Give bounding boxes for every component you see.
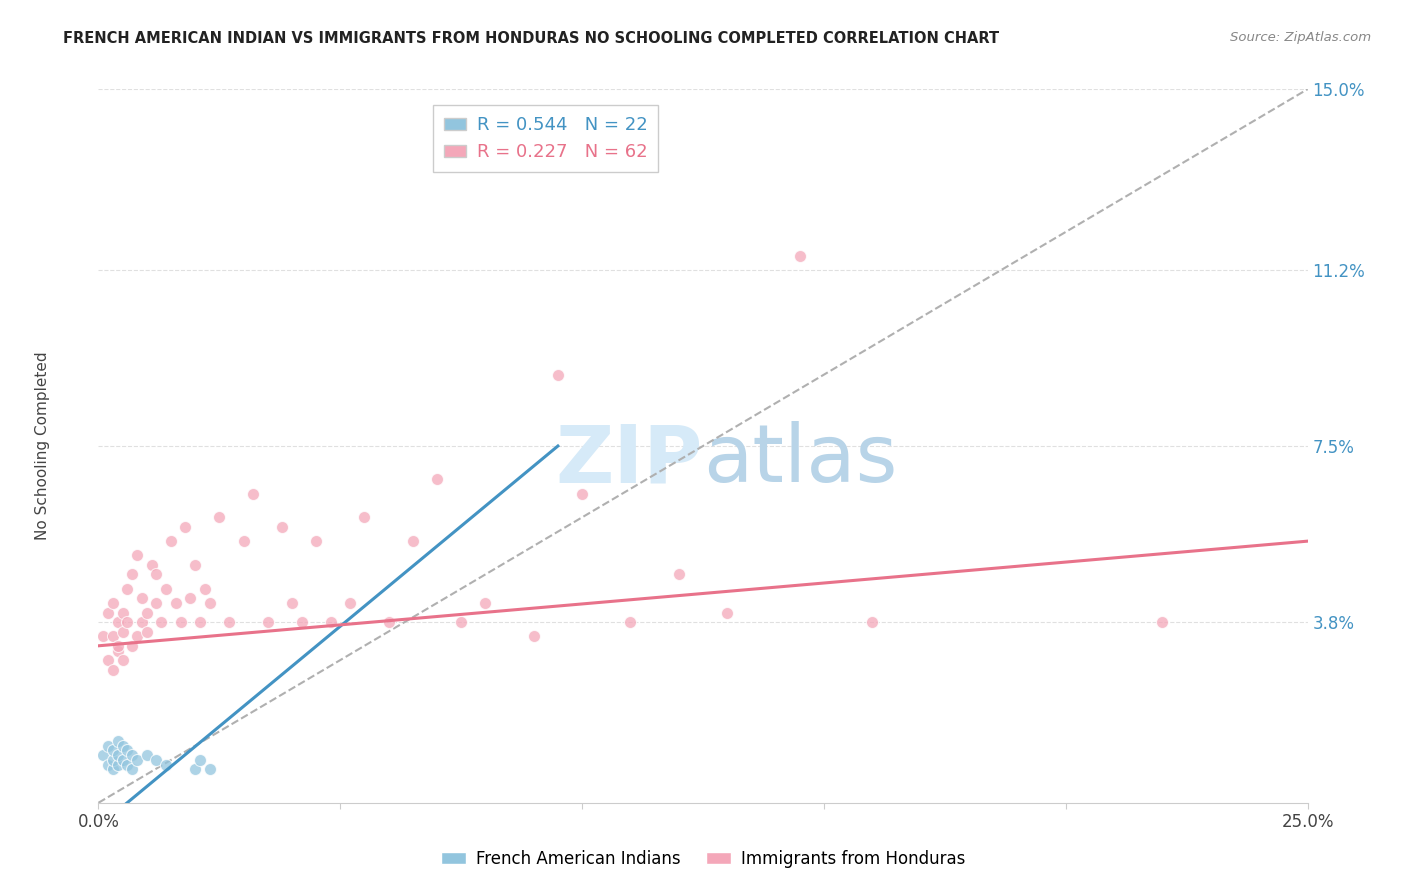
Point [716, 606, 738, 620]
Point [145, 567, 167, 582]
Point [169, 615, 191, 629]
Point [111, 753, 134, 767]
Point [377, 615, 399, 629]
Point [150, 615, 173, 629]
Point [860, 615, 883, 629]
Point [127, 549, 149, 563]
Point [218, 615, 240, 629]
Point [107, 748, 129, 763]
Text: atlas: atlas [703, 421, 897, 500]
Point [271, 520, 294, 534]
Point [155, 582, 177, 596]
Point [135, 624, 157, 639]
Point [97, 606, 120, 620]
Point [474, 596, 496, 610]
Point [101, 743, 124, 757]
Point [547, 368, 569, 382]
Point [101, 663, 124, 677]
Point [121, 639, 143, 653]
Point [97, 653, 120, 667]
Point [121, 748, 143, 763]
Point [135, 748, 157, 763]
Point [188, 615, 211, 629]
Point [1152, 615, 1174, 629]
Point [402, 534, 425, 549]
Point [91, 629, 114, 643]
Point [121, 567, 143, 582]
Point [523, 629, 546, 643]
Point [107, 615, 129, 629]
Text: ZIP: ZIP [555, 421, 703, 500]
Point [97, 739, 120, 753]
Point [319, 615, 342, 629]
Point [155, 757, 177, 772]
Point [353, 510, 375, 524]
Text: FRENCH AMERICAN INDIAN VS IMMIGRANTS FROM HONDURAS NO SCHOOLING COMPLETED CORREL: FRENCH AMERICAN INDIAN VS IMMIGRANTS FRO… [63, 31, 1000, 46]
Point [290, 615, 312, 629]
Point [242, 486, 264, 500]
Point [117, 743, 139, 757]
Point [111, 624, 134, 639]
Point [131, 591, 153, 606]
Point [232, 534, 254, 549]
Point [198, 763, 221, 777]
Legend: French American Indians, Immigrants from Honduras: French American Indians, Immigrants from… [434, 844, 972, 875]
Point [426, 472, 449, 486]
Point [131, 615, 153, 629]
Point [194, 582, 217, 596]
Point [121, 763, 143, 777]
Point [145, 596, 167, 610]
Point [188, 753, 211, 767]
Point [111, 739, 134, 753]
Point [184, 763, 207, 777]
Legend: R = 0.544   N = 22, R = 0.227   N = 62: R = 0.544 N = 22, R = 0.227 N = 62 [433, 105, 658, 172]
Point [101, 753, 124, 767]
Point [789, 249, 811, 263]
Point [619, 615, 641, 629]
Point [135, 606, 157, 620]
Y-axis label: No Schooling Completed: No Schooling Completed [35, 351, 49, 541]
Point [179, 591, 201, 606]
Point [184, 558, 207, 572]
Point [165, 596, 187, 610]
Point [208, 510, 231, 524]
Point [91, 748, 114, 763]
Text: Source: ZipAtlas.com: Source: ZipAtlas.com [1230, 31, 1371, 45]
Point [145, 753, 167, 767]
Point [107, 639, 129, 653]
Point [160, 534, 183, 549]
Point [117, 582, 139, 596]
Point [174, 520, 197, 534]
Point [305, 534, 328, 549]
Point [111, 606, 134, 620]
Point [281, 596, 304, 610]
Point [127, 753, 149, 767]
Point [668, 567, 690, 582]
Point [198, 596, 221, 610]
Point [141, 558, 163, 572]
Point [97, 757, 120, 772]
Point [101, 763, 124, 777]
Point [101, 629, 124, 643]
Point [107, 734, 129, 748]
Point [450, 615, 472, 629]
Point [101, 596, 124, 610]
Point [127, 629, 149, 643]
Point [111, 653, 134, 667]
Point [117, 615, 139, 629]
Point [571, 486, 593, 500]
Point [256, 615, 278, 629]
Point [117, 757, 139, 772]
Point [107, 643, 129, 657]
Point [339, 596, 361, 610]
Point [107, 757, 129, 772]
